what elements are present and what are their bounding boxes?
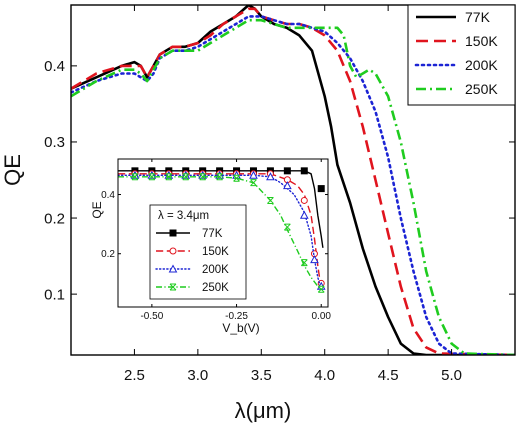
main-y-tick-label: 0.1 — [44, 286, 65, 303]
inset-marker-250K-10 — [300, 259, 308, 267]
inset-x-axis-title: V_b(V) — [222, 321, 259, 335]
main-y-tick-label: 0.4 — [44, 58, 65, 75]
inset-y-tick-label: 0.2 — [101, 249, 115, 260]
main-x-tick-label: 3.5 — [251, 367, 272, 384]
inset-x-tick-label: -0.25 — [225, 311, 248, 322]
main-y-tick-label: 0.2 — [44, 210, 65, 227]
inset-plot-frame — [117, 158, 329, 308]
inset-legend-marker-200K — [168, 264, 178, 273]
inset-marker-200K-8 — [266, 172, 275, 181]
main-x-tick-label: 4.5 — [378, 367, 399, 384]
inset-legend-marker-77K — [169, 229, 177, 237]
main-x-tick-label: 5.0 — [441, 367, 462, 384]
inset-legend-marker-250K — [169, 283, 177, 291]
inset-marker-200K-7 — [249, 170, 258, 179]
main-legend-label-200K: 200K — [465, 57, 498, 73]
inset-y-tick-label: 0.4 — [101, 190, 115, 201]
inset-marker-250K-3 — [182, 173, 190, 181]
main-series-line-150K — [71, 7, 515, 355]
main-y-tick-label: 0.3 — [44, 134, 65, 151]
inset-legend-label-150K: 150K — [202, 246, 229, 258]
inset-marker-200K-10 — [299, 210, 309, 219]
inset-annotation: λ = 3.4μm — [158, 210, 209, 222]
inset-legend-box — [149, 204, 247, 300]
inset-legend-label-77K: 77K — [202, 228, 223, 240]
inset-marker-77K-11 — [317, 185, 325, 193]
inset-marker-250K-5 — [216, 173, 223, 181]
main-series-line-250K — [71, 18, 515, 355]
inset-marker-250K-0 — [131, 173, 139, 181]
main-legend-label-150K: 150K — [465, 33, 498, 49]
main-legend-label-250K: 250K — [465, 81, 498, 97]
main-x-axis-title: λ(μm) — [235, 398, 292, 423]
inset-marker-77K-10 — [300, 167, 308, 175]
main-y-axis-title: QE — [0, 154, 25, 186]
main-plot-frame — [70, 4, 516, 356]
inset-marker-250K-11 — [317, 285, 325, 293]
inset-plot: -0.50 -0.25 0.00 0.2 0.4 V_b(V) QE λ = 3.4μm 77K… — [90, 158, 331, 335]
main-x-tick-label: 4.0 — [314, 367, 335, 384]
inset-marker-250K-1 — [148, 173, 156, 181]
main-x-tick-label: 2.5 — [124, 367, 145, 384]
inset-marker-200K-9 — [283, 181, 292, 190]
main-x-tick-label: 3.0 — [187, 367, 208, 384]
inset-x-tick-label: -0.50 — [140, 311, 163, 322]
inset-marker-250K-7 — [250, 179, 257, 187]
inset-legend-marker-150K — [169, 247, 177, 255]
inset-marker-250K-6 — [233, 174, 240, 182]
inset-legend-label-250K: 250K — [202, 282, 229, 294]
inset-marker-250K-9 — [284, 223, 291, 231]
main-legend-label-77K: 77K — [465, 9, 491, 25]
main-series-group — [71, 5, 515, 355]
inset-series-group — [118, 167, 326, 293]
inset-marker-150K-10 — [300, 196, 308, 204]
inset-marker-250K-4 — [199, 173, 207, 181]
inset-y-axis-title: QE — [90, 201, 104, 218]
inset-marker-250K-2 — [165, 173, 173, 181]
inset-marker-77K-9 — [283, 167, 291, 175]
inset-x-tick-label: 0.00 — [311, 311, 331, 322]
inset-series-line-250K — [118, 176, 322, 290]
inset-legend-label-200K: 200K — [202, 264, 229, 276]
inset-marker-250K-8 — [267, 196, 274, 204]
inset-marker-200K-11 — [310, 255, 319, 264]
